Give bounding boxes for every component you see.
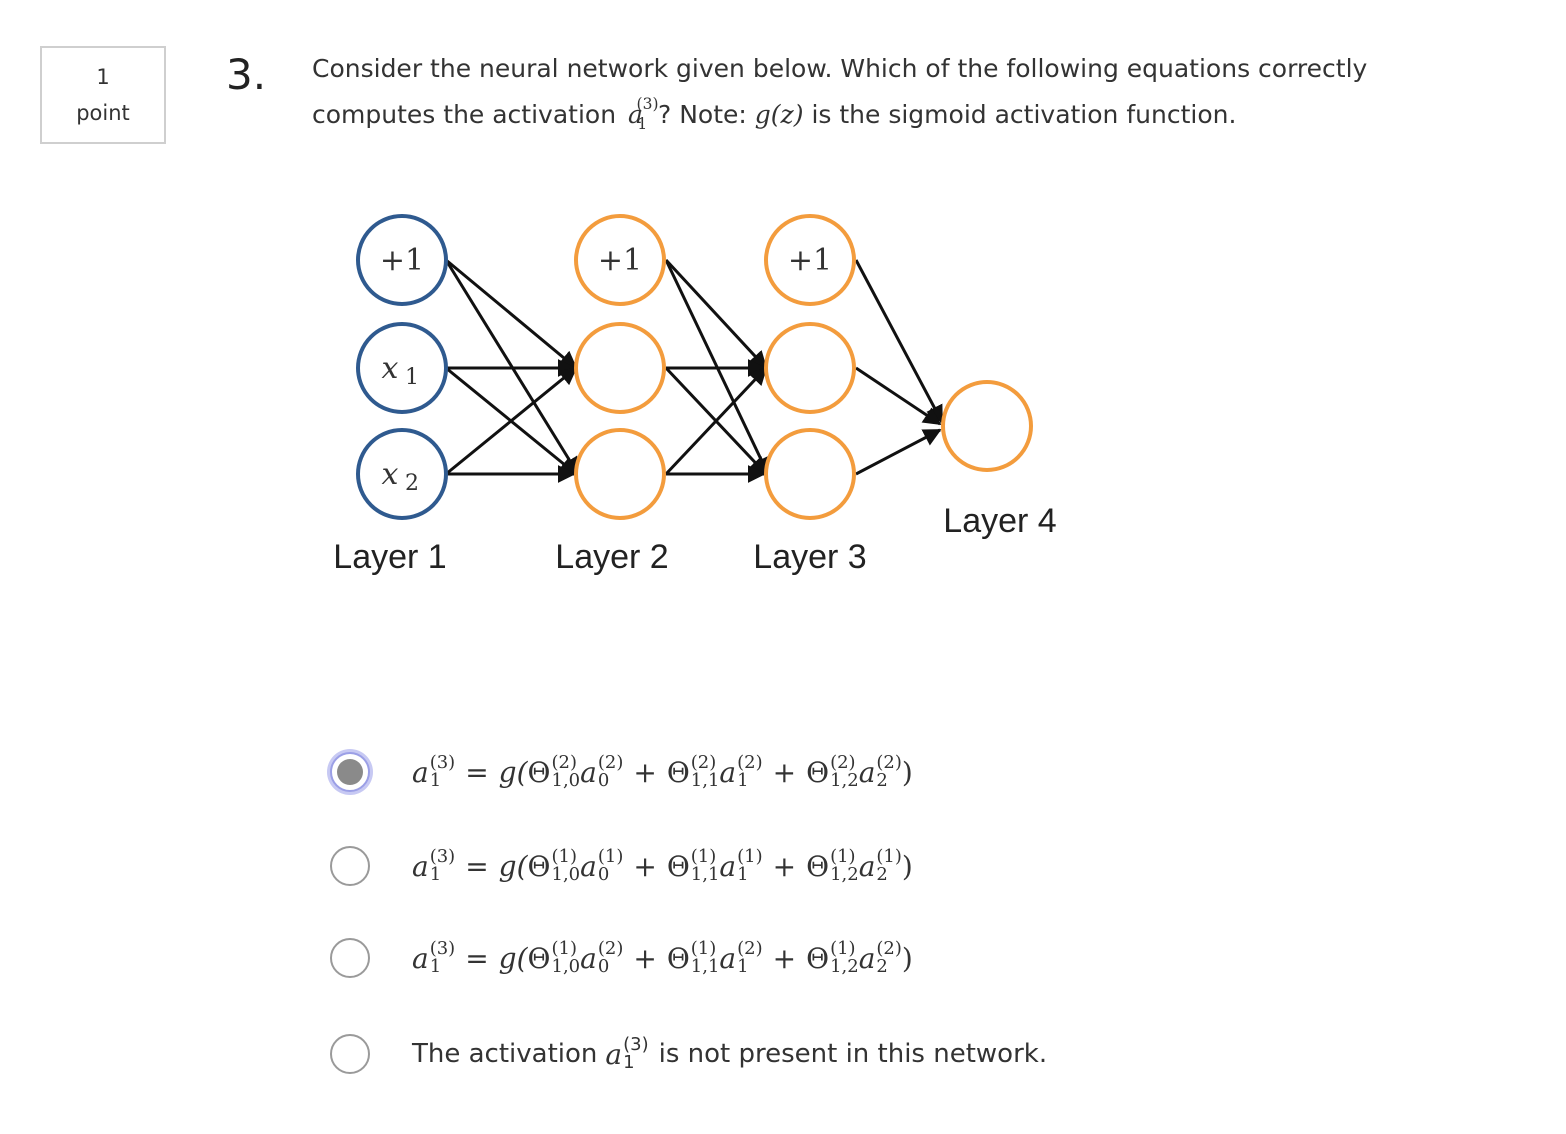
bias-label-layer1: +1: [380, 243, 424, 278]
bias-node-layer3: [764, 214, 856, 306]
bias-label-layer3: +1: [788, 243, 832, 278]
edge: [664, 258, 768, 370]
edge: [445, 258, 578, 370]
question-text: Consider the neural network given below.…: [312, 46, 1452, 138]
edges-layer2-layer3: [664, 258, 770, 483]
edge: [854, 259, 944, 424]
option-4-text: The activation a (3) 1 is not present in t…: [412, 1034, 1048, 1073]
layer-label-3: Layer 3: [753, 538, 866, 576]
radio-button-selected[interactable]: [330, 752, 370, 792]
edges-layer1-layer2: [444, 258, 580, 483]
question-text-part3: is the sigmoid activation function.: [811, 100, 1237, 129]
layer3-nodes: +1: [764, 214, 856, 520]
bias-label-layer2: +1: [598, 243, 642, 278]
question-text-part2: ? Note:: [658, 100, 747, 129]
layer-label-4: Layer 4: [943, 502, 1056, 540]
radio-button[interactable]: [330, 1034, 370, 1074]
edge: [855, 428, 942, 476]
formula-option-2: a (3) 1 = g( Θ (1) 1,0 a (1) 0 + Θ (1) 1,1 a (1) 1 +…: [412, 846, 913, 885]
points-unit: point: [76, 101, 130, 125]
hidden-node: [764, 322, 856, 414]
bias-node-layer1: [356, 214, 448, 306]
answer-option-1[interactable]: a (3) 1 = g( Θ (2) 1,0 a (2) 0 + Θ (2) 1,1 a (2) 1 +…: [330, 742, 913, 802]
answer-option-3[interactable]: a (3) 1 = g( Θ (1) 1,0 a (2) 0 + Θ (1) 1,1 a (2) 1 +…: [330, 928, 913, 988]
radio-button[interactable]: [330, 846, 370, 886]
hidden-node: [764, 428, 856, 520]
bias-node-layer2: [574, 214, 666, 306]
question-g-z: g(z): [754, 100, 804, 129]
input-label-x1: x: [382, 351, 399, 386]
edge: [445, 366, 578, 476]
answer-option-2[interactable]: a (3) 1 = g( Θ (1) 1,0 a (1) 0 + Θ (1) 1,1 a (1) 1 +…: [330, 836, 913, 896]
input-node-x2: [356, 428, 448, 520]
layer-label-1: Layer 1: [333, 538, 446, 576]
question-activation: a (3) 1: [628, 95, 659, 133]
layer1-nodes: +1 x 1 x 2: [356, 214, 448, 520]
points-box: 1 point: [40, 46, 166, 144]
formula-option-3: a (3) 1 = g( Θ (1) 1,0 a (2) 0 + Θ (1) 1,1 a (2) 1 +…: [412, 938, 913, 977]
radio-button[interactable]: [330, 938, 370, 978]
input-label-x2: x: [382, 457, 399, 492]
edge: [664, 366, 768, 476]
input-sub-x1: 1: [405, 365, 419, 390]
hidden-node: [574, 428, 666, 520]
question-text-part1: Consider the neural network given below.…: [312, 54, 1368, 129]
layer-label-2: Layer 2: [555, 538, 668, 576]
input-node-x1: [356, 322, 448, 414]
points-value: 1: [96, 65, 110, 89]
edges-layer3-layer4: [854, 259, 944, 476]
hidden-node: [574, 322, 666, 414]
layer2-nodes: +1: [574, 214, 666, 520]
input-sub-x2: 2: [405, 471, 419, 496]
edge: [855, 366, 942, 426]
formula-option-1: a (3) 1 = g( Θ (2) 1,0 a (2) 0 + Θ (2) 1,1 a (2) 1 +…: [412, 752, 913, 791]
answer-option-4[interactable]: The activation a (3) 1 is not present in t…: [330, 1024, 1047, 1084]
question-number: 3.: [226, 50, 267, 99]
neural-network-diagram: +1 x 1 x 2 +1 +1 Layer 1 Layer 2 Layer 3…: [333, 214, 1057, 576]
output-node: [941, 380, 1033, 472]
